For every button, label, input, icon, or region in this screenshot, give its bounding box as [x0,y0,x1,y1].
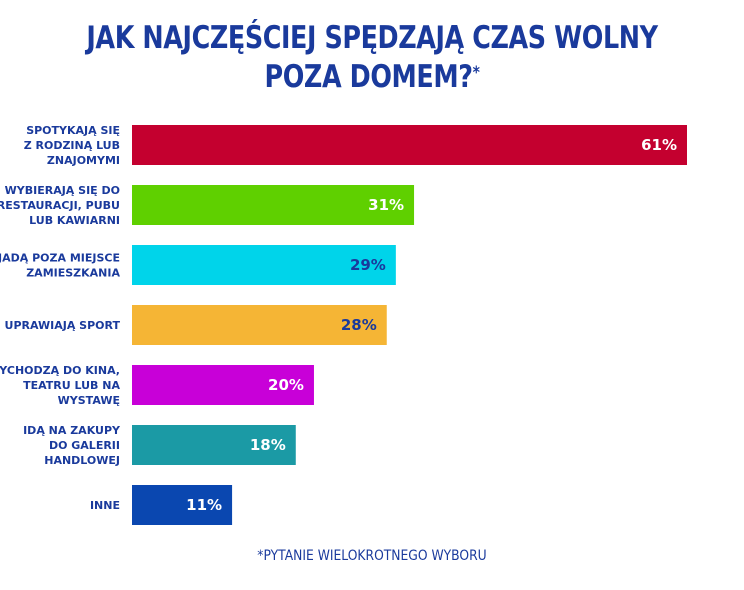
bar-value-label-3: 28% [341,316,377,334]
category-label-2-line-0: JADĄ POZA MIEJSCE [0,252,120,265]
bar-value-label-4: 20% [268,376,304,394]
category-label-0-line-0: SPOTYKAJĄ SIĘ [26,124,120,137]
category-label-0-line-1: Z RODZINĄ LUB [24,139,120,152]
bar-4 [132,365,314,405]
bar-2 [132,245,396,285]
bar-3 [132,305,387,345]
bar-value-label-5: 18% [250,436,286,454]
category-label-2-line-1: ZAMIESZKANIA [26,267,120,280]
chart-title-line-1: JAK NAJCZĘŚCIEJ SPĘDZAJĄ CZAS WOLNY [86,20,658,56]
chart-footnote: *PYTANIE WIELOKROTNEGO WYBORU [257,548,487,564]
footnote-marker: * [472,63,480,83]
category-label-1-line-0: WYBIERAJĄ SIĘ DO [5,184,120,197]
category-label-4-line-2: WYSTAWĘ [58,394,120,407]
category-label-4-line-1: TEATRU LUB NA [23,379,120,392]
category-label-5-line-0: IDĄ NA ZAKUPY [23,424,121,437]
category-label-4-line-0: WYCHODZĄ DO KINA, [0,364,120,377]
category-label-5-line-2: HANDLOWEJ [44,454,120,467]
bar-5 [132,425,296,465]
bar-value-label-0: 61% [641,136,677,154]
chart-title-line-2: POZA DOMEM?* [67,58,677,96]
bar-1 [132,185,415,225]
bar-0 [132,125,687,165]
bar-value-label-2: 29% [350,256,386,274]
chart-title-text: POZA DOMEM? [264,59,474,95]
category-label-3-line-0: UPRAWIAJĄ SPORT [5,319,121,332]
category-label-1-line-2: LUB KAWIARNI [29,214,120,227]
category-label-6-line-0: INNE [90,499,120,512]
category-label-1-line-1: RESTAURACJI, PUBU [0,199,120,212]
category-label-0-line-2: ZNAJOMYMI [47,154,120,167]
bar-value-label-6: 11% [186,496,222,514]
bar-6 [132,485,233,525]
bar-value-label-1: 31% [368,196,404,214]
category-label-5-line-1: DO GALERII [49,439,120,452]
